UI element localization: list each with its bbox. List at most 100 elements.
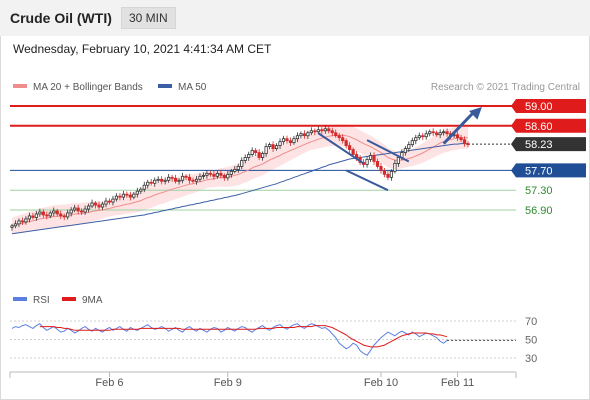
candle-body [348,145,352,150]
candle-body [59,213,63,217]
candle-body [212,173,216,177]
candle-body [264,146,268,154]
level-tag [511,118,586,133]
candle-body [379,166,383,171]
candle-body [167,176,171,181]
candle-body [160,178,164,182]
candle-body [219,172,223,176]
rsi-ma-line [39,325,448,348]
candle-body [76,207,80,212]
candle-body [69,209,73,214]
instrument-title: Crude Oil (WTI) [10,10,112,26]
candle-body [278,141,282,147]
level-tag [511,99,586,113]
legend-swatch [13,84,27,88]
candle-body [90,202,94,207]
candle-body [118,195,122,198]
candle-body [330,130,334,134]
candle-body [194,178,199,182]
x-tick-label: Feb 6 [95,377,123,389]
chart-header: Crude Oil (WTI) 30 MIN [0,0,590,36]
level-label: 57.30 [525,185,553,197]
timeframe-button[interactable]: 30 MIN [121,7,176,29]
candle-body [34,213,38,218]
projection-arrow [442,110,476,145]
candle-body [428,131,432,135]
candle-body [135,190,139,195]
candle-body [320,129,324,132]
candle-body [149,181,153,184]
candle-body [393,163,397,172]
candle-body [421,135,425,138]
rsi-legend-swatch [13,297,27,301]
candle-body [17,220,21,225]
candle-body [41,211,45,216]
candle-body [205,172,209,176]
candle-body [20,220,25,223]
candle-body [323,128,327,132]
candle-body [236,166,240,170]
candle-body [442,131,446,134]
candle-body [174,177,178,182]
candle-body [93,202,98,206]
trendline [366,139,410,163]
candle-body [313,130,317,133]
candle-body [215,172,219,177]
trendline [317,132,365,165]
candle-body [410,140,414,146]
rsi-tick-label: 50 [525,335,537,347]
candle-body [309,130,313,134]
candle-body [316,129,320,133]
candle-body [407,144,411,149]
candle-body [125,193,129,196]
level-tag [511,163,586,178]
bollinger-band [12,124,468,234]
legend-label: MA 20 + Bollinger Bands [33,82,143,93]
projection-arrowhead [469,106,482,120]
candle-body [382,169,387,175]
candle-body [285,138,289,142]
chart-datetime: Wednesday, February 10, 2021 4:41:34 AM … [13,42,272,56]
candle-body [247,154,251,158]
candle-body [292,138,296,144]
candle-body [327,128,331,132]
candle-body [389,170,394,178]
candle-body [466,143,470,146]
candle-body [257,152,261,158]
level-tag [511,137,586,152]
level-label: 58.23 [525,139,553,151]
candle-body [62,215,66,218]
candle-body [281,138,286,143]
candle-body [170,176,174,179]
candle-body [184,175,188,178]
candle-body [299,133,303,137]
candle-body [435,132,439,136]
candle-body [375,161,380,167]
candle-body [10,225,14,228]
candle-body [66,212,70,218]
rsi-tick-label: 30 [525,353,537,365]
candle-body [111,198,115,203]
candle-body [414,137,418,142]
x-tick-label: Feb 9 [214,377,242,389]
candle-body [403,148,407,153]
candle-body [139,188,143,192]
candle-body [355,154,359,158]
rsi-legend-label: 9MA [82,295,103,306]
candle-body [80,210,84,213]
candle-body [100,203,105,208]
candle-body [45,214,49,217]
candle-body [97,204,101,208]
candle-body [128,194,132,198]
rsi-legend-swatch [62,297,76,301]
candle-body [295,135,300,140]
candle-body [368,155,373,160]
candle-body [52,210,56,214]
rsi-legend-label: RSI [33,295,50,306]
candle-body [27,215,32,220]
candle-body [274,145,279,149]
candle-body [132,193,136,198]
candle-body [222,174,226,179]
candle-body [337,135,341,139]
